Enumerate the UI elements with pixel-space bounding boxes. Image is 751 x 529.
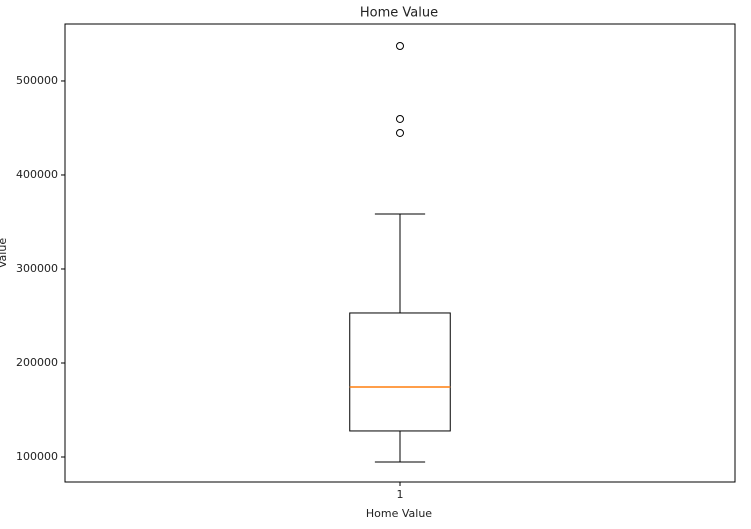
y-tick-label: 100000 — [16, 450, 58, 463]
box — [349, 312, 451, 432]
y-axis-label: Value — [0, 238, 9, 268]
flier — [396, 41, 404, 50]
x-axis-label: Home Value — [366, 507, 432, 520]
chart-title: Home Value — [360, 6, 438, 21]
y-tick-label: 300000 — [16, 262, 58, 275]
y-tick-label: 400000 — [16, 168, 58, 181]
flier — [396, 114, 404, 123]
plot-frame — [64, 23, 736, 483]
flier — [396, 128, 404, 137]
x-tick-label: 1 — [397, 488, 404, 501]
y-tick-label: 200000 — [16, 356, 58, 369]
y-tick-label: 500000 — [16, 74, 58, 87]
